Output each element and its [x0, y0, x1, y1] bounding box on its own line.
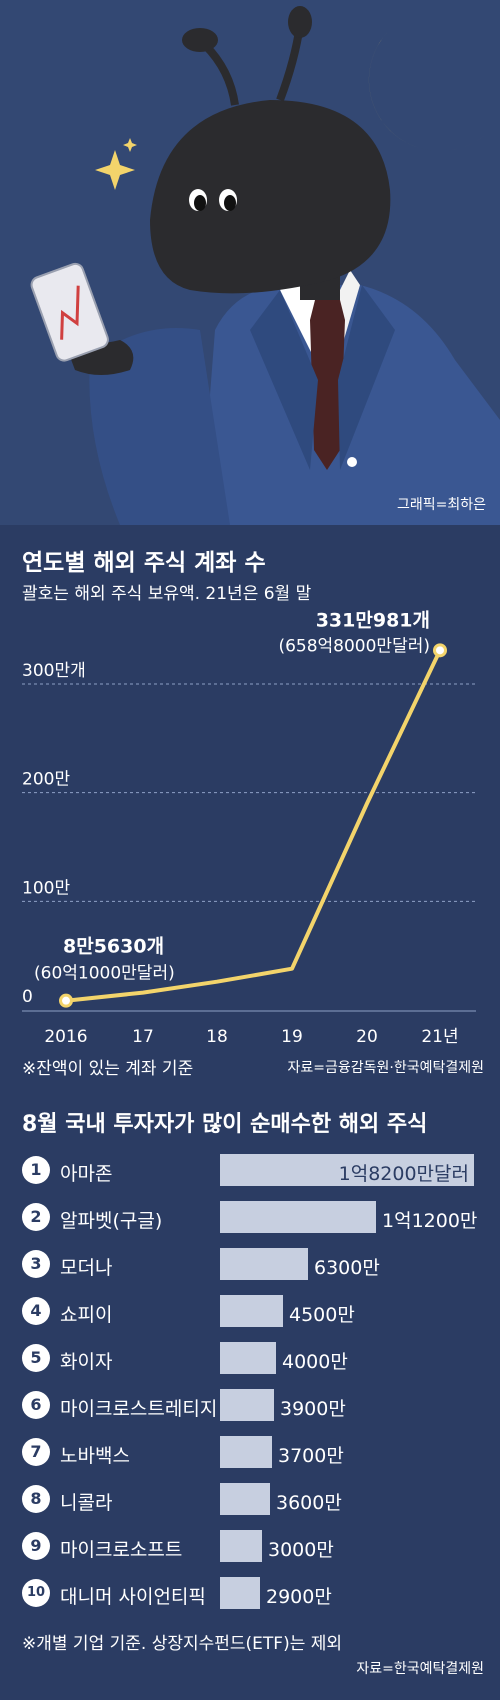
y-tick-label: 0 [22, 987, 33, 1007]
bar [220, 1201, 376, 1233]
x-tick-label: 20 [356, 1027, 378, 1047]
sparkle-icon [123, 138, 137, 152]
value-label: 3000만 [268, 1539, 334, 1561]
hero-illustration: 그래픽=최하은 [0, 0, 500, 525]
bar-row: 7 노바백스 3700만 [0, 1434, 500, 1470]
bar [220, 1483, 270, 1515]
category-label: 화이자 [60, 1351, 113, 1373]
bar-row: 1 아마존 1억8200만달러 [0, 1152, 500, 1188]
sparkle-icon [95, 150, 135, 190]
rank-badge: 6 [22, 1391, 50, 1419]
bar-row: 9 마이크로소프트 3000만 [0, 1528, 500, 1564]
accounts-line-chart: 0 100만 200만 300만개 2016 17 18 19 20 21년 8만5630개 (60억… [0, 525, 500, 1090]
value-label: 4000만 [282, 1351, 348, 1373]
phone-icon [30, 262, 109, 362]
rank-badge: 9 [22, 1532, 50, 1560]
value-label: 4500만 [289, 1304, 355, 1326]
value-label: 1억1200만 [382, 1210, 478, 1232]
category-label: 니콜라 [60, 1492, 113, 1514]
data-label: 8만5630개 [63, 936, 164, 958]
rank-badge: 5 [22, 1344, 50, 1372]
chart-source: 자료=한국예탁결제원 [356, 1661, 484, 1677]
value-label: 3700만 [278, 1445, 344, 1467]
chart-title: 연도별 해외 주식 계좌 수 [22, 550, 266, 576]
rank-badge: 2 [22, 1203, 50, 1231]
value-label: 1억8200만달러 [338, 1163, 469, 1185]
bar [220, 1577, 260, 1609]
x-tick-label: 2016 [44, 1027, 87, 1047]
bar-row: 2 알파벳(구글) 1억1200만 [0, 1199, 500, 1235]
data-label: 331만981개 [316, 609, 430, 631]
data-label: (658억8000만달러) [278, 636, 430, 656]
chart-note: ※개별 기업 기준. 상장지수펀드(ETF)는 제외 [22, 1634, 343, 1654]
chart-title: 8월 국내 투자자가 많이 순매수한 해외 주식 [22, 1112, 428, 1137]
ant-investor-illustration [0, 0, 500, 525]
data-point [433, 643, 447, 658]
rank-badge: 3 [22, 1250, 50, 1278]
data-point [59, 993, 73, 1008]
series-line [65, 649, 442, 1003]
rank-badge: 10 [22, 1579, 50, 1607]
x-tick-label: 19 [281, 1027, 303, 1047]
net-purchase-bar-chart: 8월 국내 투자자가 많이 순매수한 해외 주식 1 아마존 1억8200만달러 2 알… [0, 1090, 500, 1700]
ant-head [150, 100, 391, 294]
value-label: 3900만 [280, 1398, 346, 1420]
category-label: 아마존 [60, 1163, 113, 1185]
category-label: 마이크로스트레티지 [60, 1398, 218, 1420]
rank-badge: 8 [22, 1485, 50, 1513]
bar-row: 6 마이크로스트레티지 3900만 [0, 1387, 500, 1423]
rank-badge: 7 [22, 1438, 50, 1466]
category-label: 모더나 [60, 1257, 113, 1279]
data-label: (60억1000만달러) [34, 964, 175, 984]
bar-row: 4 쇼피이 4500만 [0, 1293, 500, 1329]
bar [220, 1389, 274, 1421]
bar [220, 1342, 276, 1374]
bar [220, 1436, 272, 1468]
category-label: 대니머 사이언티픽 [60, 1586, 206, 1608]
category-label: 마이크로소프트 [60, 1539, 183, 1561]
bar-row: 10 대니머 사이언티픽 2900만 [0, 1575, 500, 1611]
bar-row: 3 모더나 6300만 [0, 1246, 500, 1282]
graphic-credit: 그래픽=최하은 [396, 497, 486, 513]
category-label: 알파벳(구글) [60, 1210, 163, 1232]
bar [220, 1154, 474, 1186]
line-chart-svg: 0 100만 200만 300만개 2016 17 18 19 20 21년 8만5630개 (60억… [22, 609, 476, 1047]
chart-note: ※잔액이 있는 계좌 기준 [22, 1059, 194, 1079]
y-tick-label: 100만 [22, 878, 70, 898]
chart-subtitle: 괄호는 해외 주식 보유액. 21년은 6월 말 [22, 584, 312, 604]
value-label: 2900만 [266, 1586, 332, 1608]
bar [220, 1295, 283, 1327]
category-label: 쇼피이 [60, 1304, 113, 1326]
chart-source: 자료=금융감독원·한국예탁결제원 [287, 1060, 485, 1076]
rank-badge: 4 [22, 1297, 50, 1325]
bar-row: 5 화이자 4000만 [0, 1340, 500, 1376]
bar [220, 1530, 262, 1562]
y-tick-label: 300만개 [22, 661, 86, 681]
y-tick-label: 200만 [22, 770, 70, 790]
category-label: 노바백스 [60, 1445, 130, 1467]
rank-badge: 1 [22, 1156, 50, 1184]
x-tick-label: 21년 [421, 1027, 458, 1047]
value-label: 3600만 [276, 1492, 342, 1514]
bar [220, 1248, 308, 1280]
value-label: 6300만 [314, 1257, 380, 1279]
x-tick-label: 17 [132, 1027, 154, 1047]
bar-row: 8 니콜라 3600만 [0, 1481, 500, 1517]
x-tick-label: 18 [206, 1027, 228, 1047]
